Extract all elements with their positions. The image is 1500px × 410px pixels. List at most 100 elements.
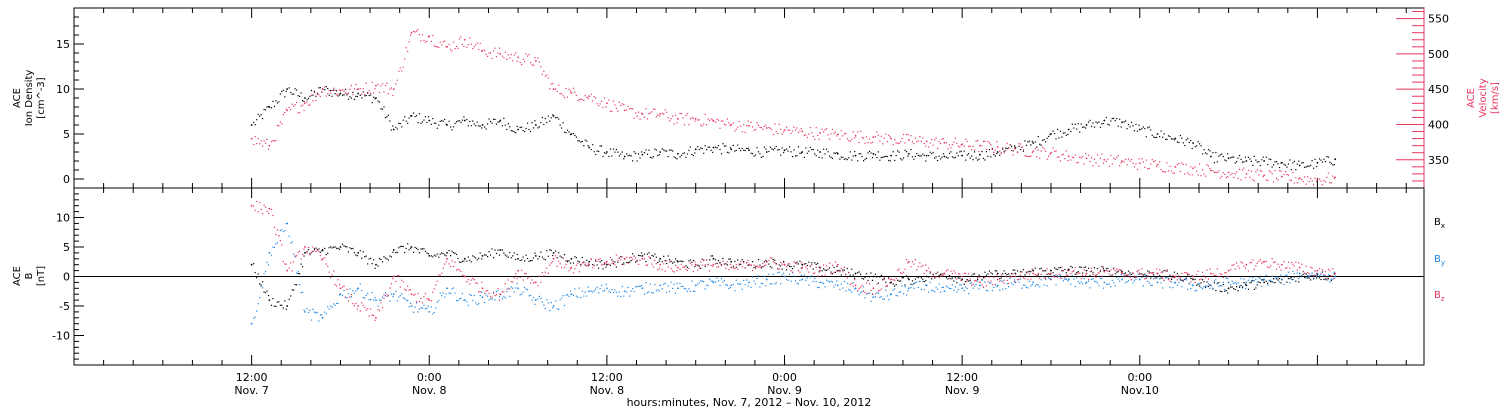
density-fill-dot	[257, 113, 259, 115]
by-fill-dot	[991, 289, 993, 292]
by-fill-dot	[1073, 278, 1075, 280]
by-fill-dot	[556, 308, 558, 310]
bz-fill-dot	[806, 268, 808, 270]
by-fill-dot	[746, 279, 748, 281]
bx-fill-dot	[432, 256, 434, 258]
velocity-fill-dot	[264, 142, 267, 144]
by-fill-dot	[515, 287, 517, 289]
velocity-fill-dot	[1037, 149, 1039, 151]
by-fill-dot	[1265, 274, 1267, 276]
velocity-fill-dot	[1089, 160, 1091, 163]
by-fill-dot	[529, 294, 532, 296]
bx-fill-dot	[370, 257, 372, 259]
bz-fill-dot	[457, 268, 459, 270]
bz-fill-dot	[969, 278, 971, 280]
bz-fill-dot	[1024, 278, 1026, 280]
by-fill-dot	[1148, 282, 1150, 284]
bx-fill-dot	[929, 272, 931, 274]
velocity-fill-dot	[783, 131, 785, 133]
bz-fill-dot	[787, 263, 789, 265]
by-fill-dot	[626, 291, 628, 293]
density-fill-dot	[1323, 158, 1325, 160]
velocity-fill-dot	[643, 116, 646, 118]
density-fill-dot	[478, 125, 480, 127]
density-fill-dot	[578, 140, 580, 142]
bz-fill-dot	[880, 288, 882, 290]
bx-fill-dot	[297, 272, 299, 275]
by-fill-dot	[534, 303, 536, 305]
bz-fill-dot	[963, 272, 965, 274]
by-fill-dot	[470, 294, 472, 297]
density-fill-dot	[636, 160, 638, 162]
bz-fill-dot	[599, 258, 601, 260]
by-point	[801, 278, 804, 281]
bx-fill-dot	[1159, 275, 1161, 277]
density-fill-dot	[467, 125, 469, 127]
density-fill-dot	[1200, 145, 1202, 147]
density-fill-dot	[1231, 156, 1233, 158]
velocity-fill-dot	[1330, 182, 1332, 184]
bz-fill-dot	[1019, 274, 1022, 276]
density-fill-dot	[1215, 151, 1217, 154]
density-fill-dot	[701, 147, 703, 150]
density-fill-dot	[1247, 156, 1250, 158]
density-fill-dot	[882, 156, 884, 158]
by-fill-dot	[1028, 280, 1030, 282]
density-point	[677, 152, 679, 155]
bz-fill-dot	[916, 269, 918, 271]
bx-fill-dot	[831, 273, 834, 275]
bx-fill-dot	[711, 255, 714, 257]
bz-fill-dot	[1083, 269, 1085, 271]
velocity-fill-dot	[1287, 174, 1290, 176]
by-fill-dot	[706, 284, 708, 286]
density-fill-dot	[512, 130, 514, 132]
bx-fill-dot	[1315, 277, 1318, 279]
density-fill-dot	[272, 100, 274, 103]
bz-point	[819, 269, 821, 272]
bz-fill-dot	[1099, 269, 1102, 271]
density-fill-dot	[885, 155, 887, 158]
bz-fill-dot	[1107, 270, 1109, 272]
by-fill-dot	[593, 290, 595, 292]
bz-point	[659, 263, 662, 266]
velocity-fill-dot	[990, 144, 992, 146]
velocity-fill-dot	[709, 120, 711, 122]
density-fill-dot	[344, 88, 347, 90]
velocity-fill-dot	[1138, 158, 1140, 160]
velocity-fill-dot	[365, 82, 367, 84]
velocity-fill-dot	[700, 124, 702, 126]
density-fill-dot	[1076, 128, 1078, 130]
bx-fill-dot	[951, 277, 953, 279]
velocity-fill-dot	[969, 145, 971, 147]
by-fill-dot	[1244, 287, 1247, 290]
velocity-fill-dot	[1132, 162, 1134, 164]
velocity-fill-dot	[923, 142, 925, 145]
density-fill-dot	[310, 89, 313, 92]
velocity-fill-dot	[1074, 154, 1076, 156]
density-fill-dot	[786, 148, 788, 150]
bz-fill-dot	[383, 297, 385, 299]
by-fill-dot	[580, 296, 582, 299]
bx-fill-dot	[307, 249, 310, 251]
by-fill-dot	[666, 291, 668, 293]
by-fill-dot	[657, 289, 659, 291]
velocity-fill-dot	[985, 148, 988, 151]
velocity-fill-dot	[689, 118, 691, 120]
bx-fill-dot	[1241, 287, 1244, 289]
bx-fill-dot	[947, 278, 949, 280]
by-fill-dot	[503, 296, 505, 298]
by-fill-dot	[754, 283, 757, 285]
density-fill-dot	[528, 128, 530, 131]
density-fill-dot	[985, 151, 988, 153]
velocity-fill-dot	[1293, 182, 1295, 184]
bx-fill-dot	[632, 253, 634, 255]
velocity-fill-dot	[1076, 162, 1078, 164]
bx-fill-dot	[1332, 275, 1334, 278]
density-fill-dot	[318, 87, 320, 89]
bz-fill-dot	[1326, 277, 1328, 279]
density-fill-dot	[501, 125, 503, 127]
bz-fill-dot	[957, 273, 959, 275]
velocity-fill-dot	[817, 134, 819, 137]
bx-fill-dot	[1240, 284, 1242, 287]
bz-fill-dot	[956, 278, 958, 280]
